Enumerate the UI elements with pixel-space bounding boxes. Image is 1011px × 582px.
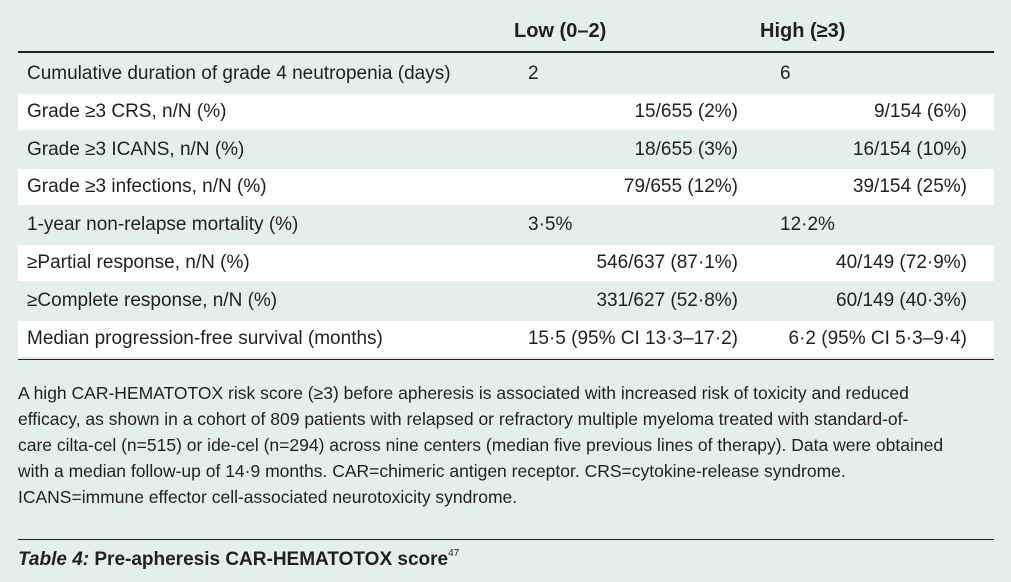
row-label: ≥Complete response, n/N (%) xyxy=(27,289,278,311)
caption-rule xyxy=(18,539,994,540)
cell-low-score: 331/627 (52·8%) xyxy=(596,289,738,311)
cell-low-score: 18/655 (3%) xyxy=(634,138,738,160)
cell-high-score: 12·2% xyxy=(780,214,835,236)
caption-reference: 47 xyxy=(448,548,460,559)
cell-high-score: 16/154 (10%) xyxy=(852,138,967,160)
column-header-high: High (≥3) xyxy=(760,20,846,42)
footnote-line: care cilta-cel (n=515) or ide-cel (n=294… xyxy=(18,435,944,455)
cell-low-score: 15·5 (95% CI 13·3–17·2) xyxy=(527,327,738,349)
table-footnote: A high CAR-HEMATOTOX risk score (≥3) bef… xyxy=(18,380,994,510)
table-row: Grade ≥3 ICANS, n/N (%) 18/655 (3%) 16/154… xyxy=(18,132,994,168)
header-rule xyxy=(18,51,994,53)
cell-low-score: 3·5% xyxy=(528,214,573,236)
row-label: Grade ≥3 infections, n/N (%) xyxy=(27,176,267,198)
table-row: ≥Complete response, n/N (%) 331/627 (52·8… xyxy=(18,283,994,319)
table-row: Median progression-free survival (months… xyxy=(18,320,994,357)
cell-high-score: 6 xyxy=(780,63,791,84)
table-row: Grade ≥3 infections, n/N (%) 79/655 (12%)… xyxy=(18,169,994,206)
row-label: Cumulative duration of grade 4 neutropen… xyxy=(27,63,451,84)
footnote-line: efficacy, as shown in a cohort of 809 pa… xyxy=(18,409,909,429)
row-label: 1-year non-relapse mortality (%) xyxy=(27,214,299,236)
table-header-row: Low (0–2) High (≥3) xyxy=(18,12,994,50)
caption-label: Table 4: xyxy=(18,549,90,570)
footnote-line: with a median follow-up of 14·9 months. … xyxy=(18,461,846,481)
table-row: ≥Partial response, n/N (%) 546/637 (87·1%… xyxy=(18,245,994,281)
row-label: Median progression-free survival (months… xyxy=(27,327,383,349)
row-label: Grade ≥3 CRS, n/N (%) xyxy=(27,100,227,122)
cell-high-score: 6·2 (95% CI 5·3–9·4) xyxy=(788,327,967,349)
row-label: Grade ≥3 ICANS, n/N (%) xyxy=(27,138,245,160)
caption-title: Pre-apheresis CAR-HEMATOTOX score xyxy=(94,549,449,570)
cell-low-score: 79/655 (12%) xyxy=(623,176,738,198)
table-row: 1-year non-relapse mortality (%) 3·5% 12·2… xyxy=(18,207,994,243)
table-bottom-rule xyxy=(18,359,994,360)
cell-high-score: 9/154 (6%) xyxy=(874,100,967,122)
footnote-line: A high CAR-HEMATOTOX risk score (≥3) bef… xyxy=(18,383,909,403)
footnote-line: ICANS=immune effector cell-associated ne… xyxy=(18,487,518,507)
cell-low-score: 2 xyxy=(528,63,539,84)
table-row: Cumulative duration of grade 4 neutropen… xyxy=(18,56,994,92)
table-caption: Table 4: Pre-apheresis CAR-HEMATOTOX sco… xyxy=(18,548,459,571)
cell-low-score: 15/655 (2%) xyxy=(634,100,738,122)
cell-low-score: 546/637 (87·1%) xyxy=(596,252,738,273)
cell-high-score: 40/149 (72·9%) xyxy=(836,252,967,273)
cell-high-score: 60/149 (40·3%) xyxy=(836,289,967,311)
column-header-low: Low (0–2) xyxy=(514,20,607,42)
cell-high-score: 39/154 (25%) xyxy=(852,176,967,198)
table-row: Grade ≥3 CRS, n/N (%) 15/655 (2%) 9/154 (6… xyxy=(18,93,994,130)
row-label: ≥Partial response, n/N (%) xyxy=(27,252,250,273)
